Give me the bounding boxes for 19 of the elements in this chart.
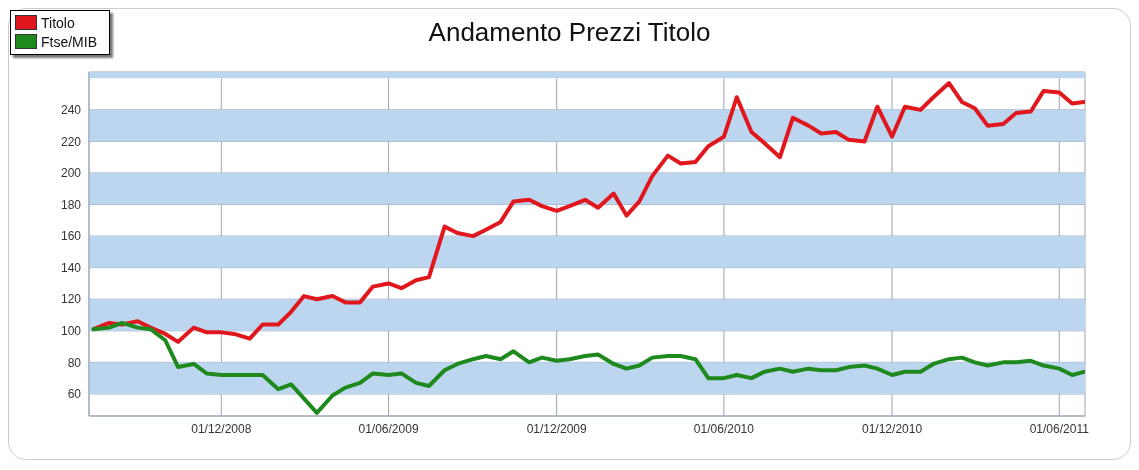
chart-title: Andamento Prezzi Titolo <box>428 17 711 47</box>
y-tick-label: 180 <box>60 197 82 212</box>
x-tick-label: 01/12/2008 <box>191 421 252 436</box>
y-tick-label: 120 <box>60 292 82 307</box>
x-tick-label: 01/12/2009 <box>526 421 588 436</box>
y-tick-label: 100 <box>60 324 82 339</box>
y-tick-label: 80 <box>67 355 82 370</box>
y-tick-label: 200 <box>60 166 82 181</box>
y-tick-label: 60 <box>67 387 82 402</box>
x-tick-label: 01/06/2009 <box>358 421 419 436</box>
x-tick-label: 01/12/2010 <box>862 421 923 436</box>
y-tick-label: 160 <box>60 229 82 244</box>
y-tick-label: 240 <box>60 103 82 118</box>
legend-label: Ftse/MIB <box>41 33 98 50</box>
y-tick-label: 140 <box>60 260 82 275</box>
legend-label: Titolo <box>41 14 75 31</box>
x-tick-label: 01/06/2011 <box>1029 421 1090 436</box>
x-tick-label: 01/06/2010 <box>693 421 755 436</box>
y-tick-label: 220 <box>60 134 82 149</box>
